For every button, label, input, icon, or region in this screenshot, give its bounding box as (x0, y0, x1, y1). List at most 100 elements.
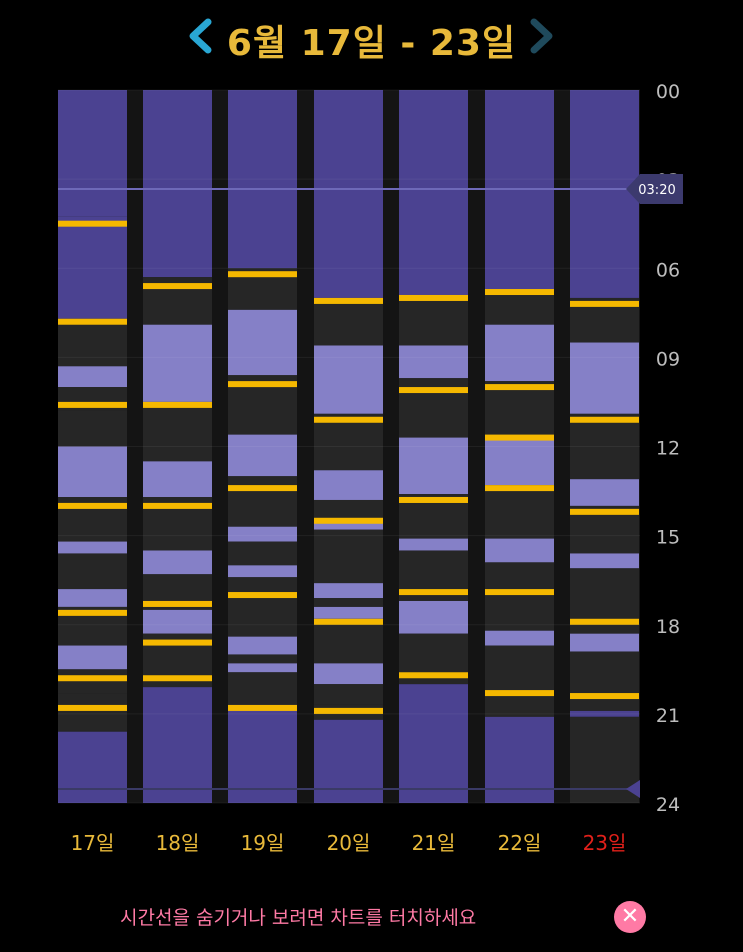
close-hint-button[interactable]: ✕ (614, 901, 646, 933)
week-title: 6월 17일 - 23일 (226, 23, 517, 64)
day-label: 23일 (583, 831, 627, 855)
hint-text: 시간선을 숨기거나 보려면 차트를 터치하세요 (120, 907, 477, 929)
segment-light (570, 553, 639, 569)
segment-dark (485, 485, 554, 539)
segment-night (570, 710, 639, 717)
segment-night (570, 90, 639, 298)
segment-night (314, 719, 383, 803)
meal-marker (399, 672, 468, 679)
meal-marker (58, 318, 127, 325)
segment-dark (485, 381, 554, 438)
meal-marker (314, 707, 383, 714)
segment-night (228, 704, 297, 803)
meal-marker (570, 693, 639, 700)
y-tick-label: 15 (656, 527, 680, 549)
meal-marker (570, 300, 639, 307)
segment-night (485, 90, 554, 293)
segment-dark (58, 410, 127, 447)
y-tick-label: 21 (656, 705, 680, 727)
segment-night (58, 90, 127, 217)
header: 6월 17일 - 23일 (0, 0, 743, 80)
segment-light (143, 324, 212, 402)
segment-light (143, 461, 212, 498)
segment-light (485, 538, 554, 563)
segment-light (314, 583, 383, 599)
segment-dark (228, 654, 297, 664)
segment-dark (228, 672, 297, 705)
meal-marker (570, 618, 639, 625)
day-label: 21일 (412, 831, 456, 855)
segment-dark (314, 684, 383, 705)
segment-dark (314, 598, 383, 607)
segment-night (228, 90, 297, 269)
current-time-tag (626, 174, 683, 205)
segment-light (314, 606, 383, 619)
meal-marker (399, 294, 468, 301)
chevron-left-icon (189, 18, 212, 54)
segment-dark (570, 651, 639, 711)
segment-light (228, 526, 297, 542)
segment-light (58, 541, 127, 554)
y-tick-label: 18 (656, 616, 680, 638)
meal-marker (485, 384, 554, 391)
segment-light (143, 609, 212, 634)
next-week-button[interactable] (522, 12, 562, 60)
segment-night (143, 90, 212, 278)
segment-light (228, 663, 297, 673)
segment-dark (228, 577, 297, 637)
meal-marker (485, 289, 554, 296)
segment-night (485, 716, 554, 803)
meal-marker (143, 600, 212, 607)
segment-light (314, 470, 383, 500)
segment-dark (58, 710, 127, 732)
segment-night (58, 731, 127, 803)
day-label: 17일 (71, 831, 115, 855)
y-tick-label: 24 (656, 794, 680, 816)
segment-light (485, 630, 554, 646)
segment-dark (570, 413, 639, 480)
meal-marker (228, 381, 297, 388)
meal-marker (485, 434, 554, 441)
meal-marker (399, 589, 468, 596)
end-time-pointer (626, 780, 640, 798)
chevron-right-icon (530, 18, 553, 54)
segment-dark (314, 529, 383, 584)
y-tick-label: 12 (656, 438, 680, 460)
meal-marker (58, 704, 127, 711)
meal-marker (228, 592, 297, 599)
segment-dark (485, 562, 554, 631)
y-tick-label: 06 (656, 259, 680, 281)
meal-marker (314, 416, 383, 423)
segment-light (399, 600, 468, 634)
segment-dark (485, 292, 554, 325)
meal-marker (143, 283, 212, 290)
meal-marker (58, 609, 127, 616)
segment-dark (58, 553, 127, 590)
sleep-chart[interactable]: 17일18일19일20일21일22일23일0003060912151821240… (0, 0, 743, 880)
meal-marker (485, 485, 554, 492)
segment-light (570, 479, 639, 506)
segment-dark (228, 476, 297, 527)
current-time-label: 03:20 (638, 183, 675, 198)
segment-night (314, 90, 383, 298)
segment-light (58, 446, 127, 498)
segment-light (228, 309, 297, 376)
segment-dark (314, 618, 383, 664)
meal-marker (228, 271, 297, 278)
meal-marker (485, 589, 554, 596)
close-icon: ✕ (620, 904, 640, 929)
meal-marker (143, 401, 212, 408)
segment-night (399, 90, 468, 295)
meal-marker (570, 416, 639, 423)
prev-week-button[interactable] (180, 12, 220, 60)
segment-light (228, 565, 297, 578)
segment-night (399, 684, 468, 803)
meal-marker (314, 517, 383, 524)
meal-marker (228, 485, 297, 492)
meal-marker (58, 675, 127, 682)
segment-light (143, 550, 212, 575)
segment-light (570, 633, 639, 652)
day-label: 20일 (327, 831, 371, 855)
segment-dark (143, 401, 212, 462)
segment-light (58, 645, 127, 670)
